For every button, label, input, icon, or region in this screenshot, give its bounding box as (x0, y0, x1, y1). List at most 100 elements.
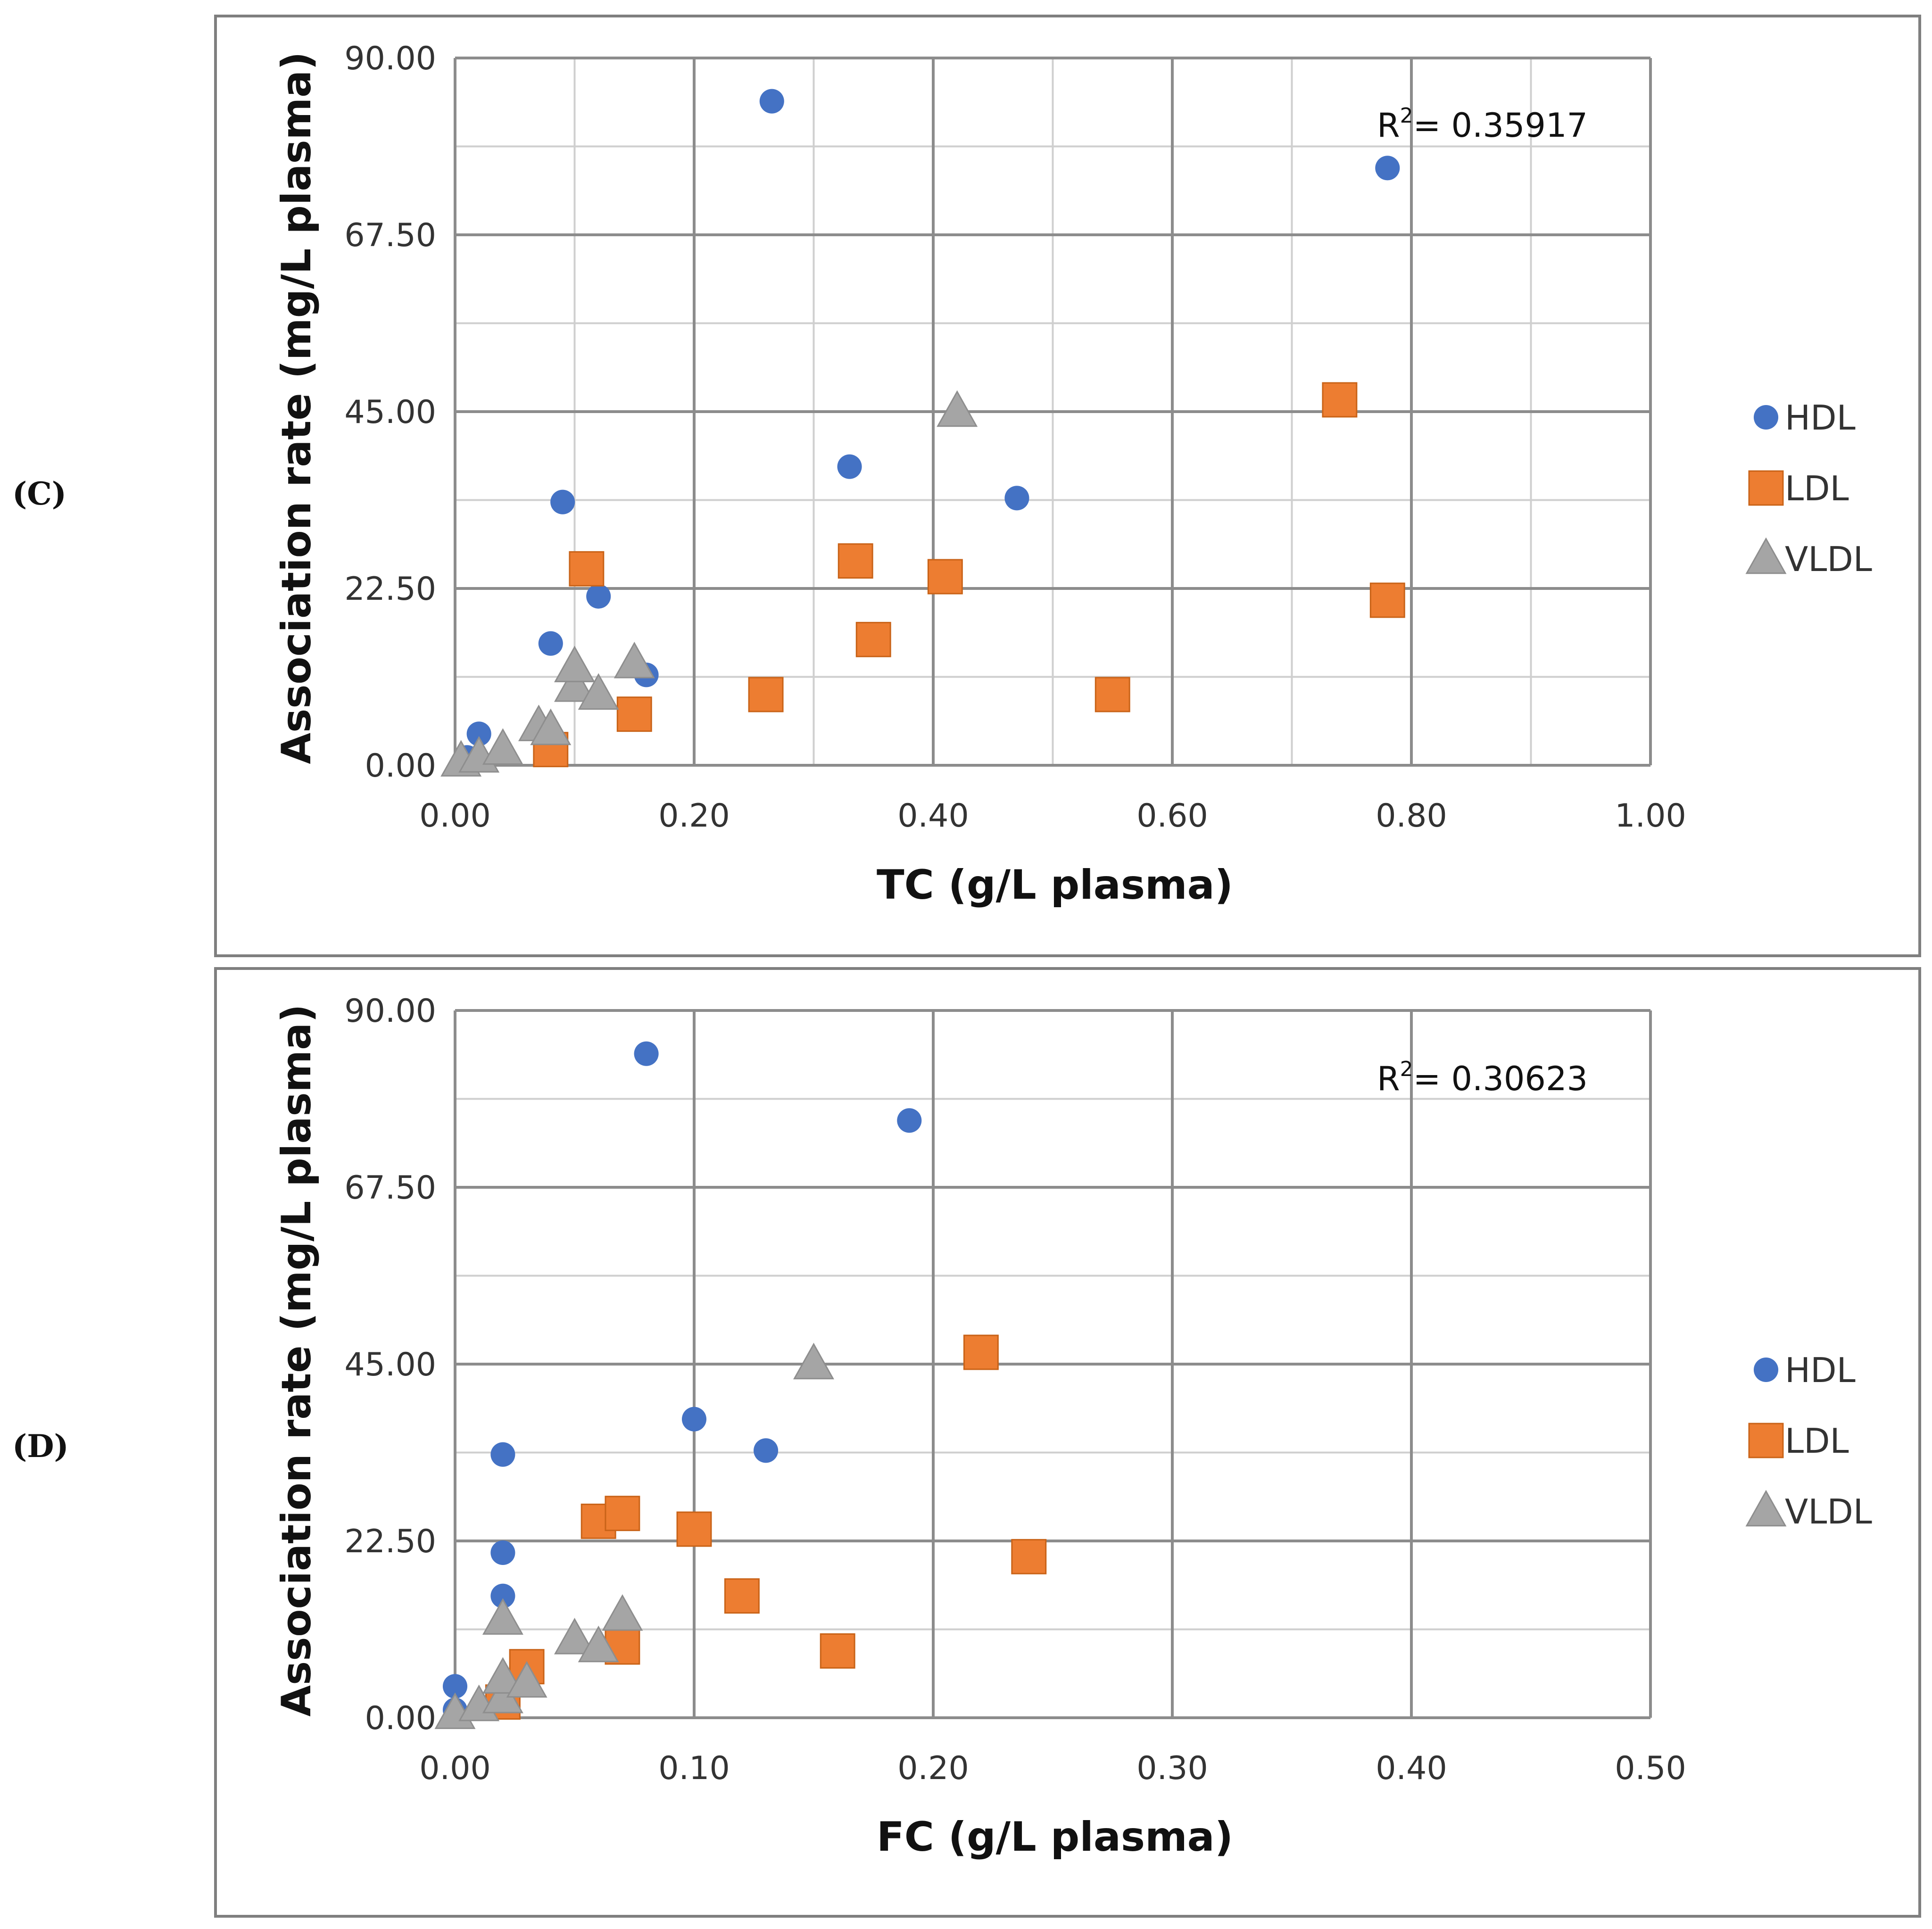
panel-c-hdl-point (466, 721, 491, 746)
panel-d-vldl-point (793, 1342, 834, 1380)
panel-c-ldl-point (1369, 582, 1405, 618)
panel-c-y-tick-label: 90.00 (344, 40, 436, 77)
panel-d-marks (434, 1041, 1047, 1729)
panel-c-hdl-point (538, 631, 563, 656)
panel-d-legend-vldl-label: VLDL (1785, 1492, 1872, 1532)
panel-d-x-tick-label: 0.50 (1615, 1750, 1686, 1787)
panel-c-legend-vldl-marker (1745, 537, 1787, 574)
panel-c-vldl-point (554, 646, 595, 682)
panel-d-ticks: 0.00 0.10 0.20 0.30 0.40 0.50 0.00 22.50 45.00 67… (344, 993, 1686, 1787)
panel-d-ldl-point (820, 1633, 855, 1669)
panel-d-x-tick-label: 0.10 (658, 1750, 730, 1787)
panel-c-x-tick-label: 1.00 (1615, 797, 1686, 835)
panel-d-grid (454, 1009, 1652, 1719)
panel-d-hdl-point (754, 1438, 779, 1463)
panel-d-ldl-point (676, 1511, 712, 1547)
panel-d-x-tick-label: 0.30 (1136, 1750, 1208, 1787)
panel-d-y-tick-label: 67.50 (344, 1169, 436, 1207)
panel-c-ldl-point (855, 621, 891, 657)
panel-c-ldl-point (1095, 677, 1130, 712)
panel-c-x-tick-label: 0.80 (1376, 797, 1447, 835)
panel-c-vldl-point (578, 673, 619, 710)
panel-c-vldl-point (482, 728, 523, 765)
panel-d-y-tick-label: 0.00 (365, 1700, 436, 1737)
panel-d-ldl-point (1011, 1539, 1047, 1574)
panel-d-hdl-point (490, 1442, 515, 1467)
panel-c-ldl-point (616, 696, 652, 732)
panel-c-x-tick-label: 0.20 (658, 797, 730, 835)
panel-d-x-tick-label: 0.20 (897, 1750, 969, 1787)
panel-c-legend-hdl-marker (1753, 405, 1779, 430)
panel-c-vldl-point (530, 708, 572, 745)
panel-d-ldl-point (605, 1496, 640, 1532)
panel-d-vldl-point (482, 1598, 523, 1635)
panel-c-x-tick-label: 0.00 (419, 797, 490, 835)
panel-d-vldl-point (506, 1661, 547, 1698)
panel-c-hdl-point (586, 584, 611, 609)
panel-d-hdl-point (634, 1041, 659, 1066)
chart-panel-d: 0.00 0.10 0.20 0.30 0.40 0.50 0.00 22.50 45.00 67… (12, 967, 1921, 1918)
panel-c-legend-ldl-label: LDL (1785, 469, 1849, 508)
panel-c-y-tick-label: 45.00 (344, 394, 436, 431)
panel-d-legend-vldl-marker (1745, 1490, 1787, 1527)
panel-c-r2-annotation: R2= 0.35917 (1377, 104, 1588, 145)
panel-d-legend-hdl-marker (1753, 1357, 1779, 1383)
panel-d-vldl-point (602, 1594, 643, 1631)
panel-c-x-axis-title: TC (g/L plasma) (877, 861, 1233, 909)
panel-c-vldl-point (614, 641, 655, 679)
panel-d-vldl-point (554, 1617, 595, 1655)
panel-c-y-tick-label: 67.50 (344, 217, 436, 254)
panel-d-hdl-point (442, 1674, 468, 1699)
panel-c-y-tick-label: 22.50 (344, 571, 436, 608)
panel-c-vldl-point (554, 665, 595, 702)
panel-c-grid (454, 57, 1652, 767)
panel-d-legend-ldl-marker (1748, 1423, 1784, 1458)
panel-d-ldl-point (724, 1578, 760, 1614)
chart-panel-c: 0.00 0.20 0.40 0.60 0.80 1.00 0.00 22.50 45.00 67… (12, 15, 1921, 957)
panel-c-x-tick-label: 0.60 (1136, 797, 1208, 835)
panel-c-marks (440, 89, 1405, 777)
panel-c-frame (214, 15, 1921, 957)
panel-d-x-tick-label: 0.00 (419, 1750, 490, 1787)
panel-c-y-axis-title: Association rate (mg/L plasma) (273, 51, 320, 764)
panel-d-vldl-point (482, 1657, 523, 1694)
panel-d-x-tick-label: 0.40 (1376, 1750, 1447, 1787)
panel-c-hdl-point (759, 89, 784, 114)
panel-d-hdl-point (681, 1407, 707, 1432)
panel-d-label: (D) (12, 1428, 69, 1465)
panel-c-hdl-point (550, 489, 575, 514)
panel-c-ticks: 0.00 0.20 0.40 0.60 0.80 1.00 0.00 22.50 45.00 67… (344, 40, 1686, 835)
panel-c-legend-hdl-label: HDL (1785, 398, 1856, 438)
panel-c-hdl-point (1375, 156, 1400, 181)
panel-d-hdl-point (897, 1108, 922, 1133)
panel-c-hdl-point (1004, 486, 1029, 511)
panel-d-y-tick-label: 90.00 (344, 993, 436, 1030)
panel-c-hdl-point (837, 454, 862, 479)
panel-d-y-tick-label: 45.00 (344, 1346, 436, 1383)
panel-d-legend-ldl-label: LDL (1785, 1421, 1849, 1461)
panel-d-frame (214, 967, 1921, 1918)
panel-d-vldl-point (578, 1625, 619, 1663)
panel-d-hdl-point (490, 1540, 515, 1565)
panel-c-legend-ldl-marker (1748, 470, 1784, 506)
panel-c-ldl-point (569, 551, 605, 587)
panel-c-ldl-point (748, 677, 784, 712)
panel-d-x-axis-title: FC (g/L plasma) (877, 1813, 1233, 1861)
panel-d-y-tick-label: 22.50 (344, 1523, 436, 1560)
panel-d-legend: HDL LDL VLDL (1745, 1350, 1872, 1532)
panel-c-vldl-point (937, 390, 978, 427)
panel-c-ldl-point (837, 543, 873, 579)
panel-d-hdl-point (490, 1583, 515, 1608)
panel-c-ldl-point (927, 559, 963, 595)
panel-c-legend: HDL LDL VLDL (1745, 398, 1872, 579)
panel-c-y-tick-label: 0.00 (365, 747, 436, 785)
panel-d-ldl-point (963, 1334, 999, 1370)
panel-d-legend-hdl-label: HDL (1785, 1350, 1856, 1390)
panel-d-r2-annotation: R2= 0.30623 (1377, 1057, 1588, 1098)
panel-c-x-tick-label: 0.40 (897, 797, 969, 835)
panel-c-legend-vldl-label: VLDL (1785, 539, 1872, 579)
panel-c-ldl-point (1322, 382, 1358, 418)
panel-c-label: (C) (12, 475, 66, 512)
panel-d-y-axis-title: Association rate (mg/L plasma) (273, 1004, 320, 1716)
